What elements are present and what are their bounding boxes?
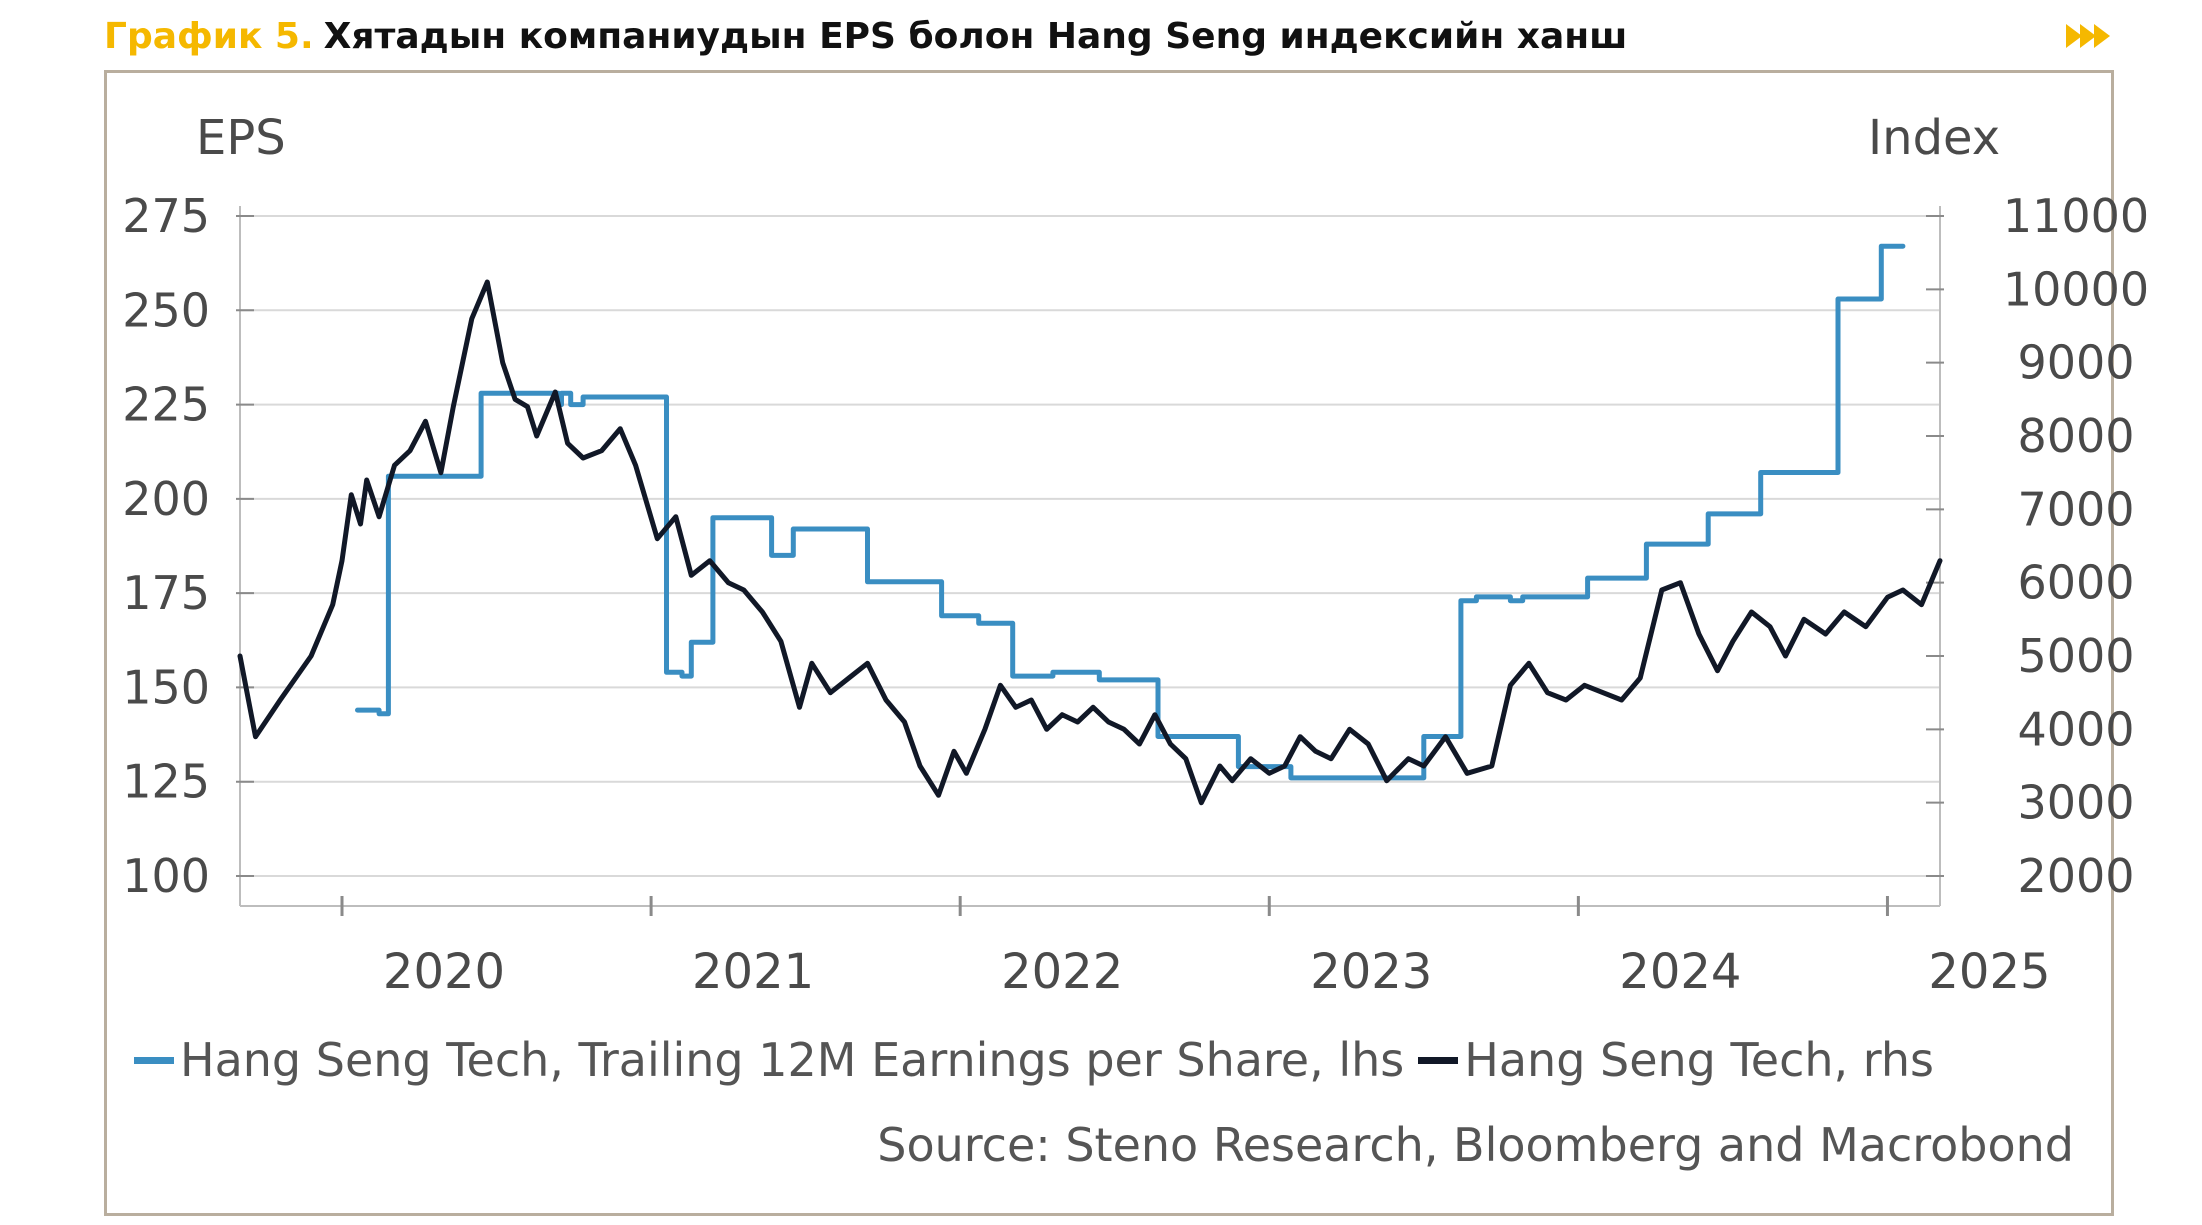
x-tick-label: 2025	[1928, 944, 2050, 1000]
left-tick-label: 225	[122, 378, 210, 432]
right-tick-label: 7000	[2017, 482, 2134, 536]
figure-label: График 5.	[104, 15, 314, 57]
series-line-eps	[355, 243, 1906, 781]
x-tick-label: 2020	[383, 944, 505, 1000]
left-axis-title: EPS	[196, 110, 286, 166]
left-tick-label: 150	[122, 660, 210, 714]
left-tick-label: 175	[122, 566, 210, 620]
series-group	[237, 243, 1943, 806]
right-tick-label: 6000	[2017, 556, 2134, 610]
axes	[239, 206, 1941, 907]
right-tick-label: 5000	[2017, 629, 2134, 683]
right-tick-label: 11000	[2003, 189, 2149, 243]
legend-item-index: Hang Seng Tech, rhs	[1418, 1033, 1934, 1087]
right-tick-label: 3000	[2017, 776, 2134, 830]
legend-item-eps: Hang Seng Tech, Trailing 12M Earnings pe…	[134, 1033, 1404, 1087]
x-tick-label: 2023	[1310, 944, 1432, 1000]
chart-header: График 5. Хятадын компаниудын EPS болон …	[104, 10, 1627, 62]
right-tick-label: 9000	[2017, 336, 2134, 390]
right-tick-label: 4000	[2017, 702, 2134, 756]
left-tick-label: 275	[122, 189, 210, 243]
legend-swatch-index	[1418, 1056, 1459, 1064]
source-note: Source: Steno Research, Bloomberg and Ma…	[877, 1118, 2074, 1172]
right-tick-label: 10000	[2003, 262, 2149, 316]
right-tick-label: 2000	[2017, 849, 2134, 903]
double-arrow-right-icon[interactable]	[2066, 20, 2120, 52]
x-tick-label: 2022	[1001, 944, 1123, 1000]
x-tick-label: 2021	[692, 944, 814, 1000]
left-tick-label: 200	[122, 472, 210, 526]
grid-lines	[240, 215, 1940, 877]
left-tick-label: 100	[122, 849, 210, 903]
legend-swatch-eps	[134, 1056, 174, 1064]
legend-label-eps: Hang Seng Tech, Trailing 12M Earnings pe…	[180, 1033, 1405, 1087]
legend: Hang Seng Tech, Trailing 12M Earnings pe…	[134, 1030, 1948, 1090]
left-axis-ticks: 100 125 150 175 200 225 250 275	[122, 189, 254, 903]
right-tick-label: 8000	[2017, 409, 2134, 463]
left-tick-label: 250	[122, 283, 210, 337]
right-axis-title: Index	[1868, 110, 2000, 166]
legend-label-index: Hang Seng Tech, rhs	[1464, 1033, 1934, 1087]
x-axis-ticks: 2020 2021 2022 2023 2024 2025	[340, 896, 2051, 1000]
series-line-index	[237, 279, 1943, 806]
chart-frame	[104, 70, 2114, 1216]
chart-title: Хятадын компаниудын EPS болон Hang Seng …	[323, 15, 1628, 57]
left-tick-label: 125	[122, 755, 210, 809]
x-tick-label: 2024	[1619, 944, 1741, 1000]
right-axis-ticks: 2000 3000 4000 5000 6000 7000 8000 9000 10000 110…	[1926, 189, 2149, 903]
